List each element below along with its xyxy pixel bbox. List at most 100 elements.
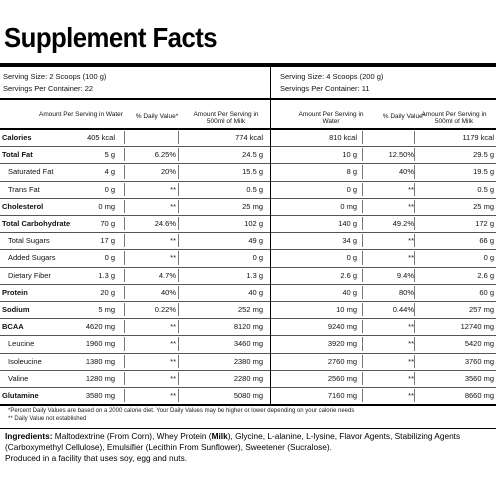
right-milk-amount: 5420 mg	[464, 339, 494, 349]
left-milk-separator	[178, 285, 179, 299]
nutrient-name: Calories	[2, 133, 32, 142]
row-divider	[0, 301, 496, 302]
left-serving-size: Serving Size: 2 Scoops (100 g)	[3, 72, 107, 81]
right-milk-separator	[414, 371, 415, 385]
right-water-amount: 0 g	[346, 184, 357, 194]
row-divider	[0, 146, 496, 148]
left-water-amount: 0 mg	[98, 201, 115, 211]
nutrient-name: Glutamine	[2, 391, 39, 400]
ingredients-text-1: Maltodextrine (From Corn), Whey Protein …	[52, 431, 212, 441]
right-milk-amount: 3760 mg	[464, 356, 494, 366]
right-milk-amount: 3560 mg	[464, 373, 494, 383]
left-water-amount: 0 g	[104, 253, 115, 263]
ingredients-text-2: ), Glycine, L-alanine, L-lysine, Flavor …	[5, 431, 461, 452]
left-water-amount: 3580 mg	[85, 391, 115, 400]
right-milk-amount: 0.5 g	[477, 184, 494, 194]
right-daily-value: **	[408, 356, 414, 366]
right-water-amount: 0 g	[346, 253, 357, 263]
header-rule-bottom	[0, 128, 496, 130]
left-dv-separator	[124, 217, 125, 231]
right-dv-separator	[362, 337, 363, 351]
nutrient-name: Trans Fat	[8, 184, 40, 194]
left-milk-amount: 24.5 g	[242, 150, 263, 160]
left-milk-separator	[178, 165, 179, 179]
left-milk-separator	[178, 217, 179, 231]
right-milk-separator	[414, 303, 415, 317]
left-daily-value: **	[170, 236, 176, 246]
left-milk-separator	[178, 148, 179, 162]
left-dv-separator	[124, 303, 125, 317]
right-milk-amount: 19.5 g	[473, 167, 494, 177]
right-header-dv: % Daily Value*	[382, 113, 426, 120]
nutrient-name: Isoleucine	[8, 356, 42, 366]
left-dv-separator	[124, 234, 125, 248]
left-water-amount: 4620 mg	[85, 322, 115, 332]
left-dv-separator	[124, 165, 125, 179]
right-water-amount: 9240 mg	[327, 322, 357, 332]
left-milk-amount: 102 g	[244, 219, 263, 228]
row-divider	[0, 163, 496, 165]
right-milk-amount: 257 mg	[468, 305, 494, 314]
left-daily-value: **	[170, 391, 176, 400]
right-header-water: Amount Per Serving in Water	[298, 111, 364, 125]
right-daily-value: **	[408, 373, 414, 383]
left-daily-value: 20%	[160, 167, 176, 177]
right-milk-amount: 66 g	[479, 236, 494, 246]
right-dv-separator	[362, 165, 363, 179]
right-dv-separator	[362, 303, 363, 317]
right-daily-value: **	[408, 184, 414, 194]
right-header-milk: Amount Per Serving in 500ml of Milk	[421, 111, 487, 125]
left-water-amount: 1280 mg	[85, 373, 115, 383]
left-milk-separator	[178, 337, 179, 351]
right-daily-value: 49.2%	[392, 219, 414, 228]
nutrient-name: Leucine	[8, 339, 35, 349]
right-dv-separator	[362, 268, 363, 282]
left-milk-separator	[178, 199, 179, 213]
ingredients-label: Ingredients:	[5, 431, 53, 441]
right-daily-value: **	[408, 236, 414, 246]
footnote-not-established: ** Daily Value not established	[8, 416, 87, 422]
ingredients-rule	[0, 428, 496, 429]
left-daily-value: 0.22%	[154, 305, 176, 314]
left-daily-value: 4.7%	[158, 270, 176, 280]
left-milk-amount: 15.5 g	[242, 167, 263, 177]
left-dv-separator	[124, 320, 125, 334]
left-milk-amount: 0 g	[252, 253, 263, 263]
label-title: Supplement Facts	[4, 22, 218, 53]
left-water-amount: 405 kcal	[87, 133, 115, 142]
right-water-amount: 2760 mg	[327, 356, 357, 366]
left-milk-amount: 2280 mg	[233, 373, 263, 383]
right-serving-size: Serving Size: 4 Scoops (200 g)	[280, 72, 384, 81]
right-water-amount: 3920 mg	[327, 339, 357, 349]
row-divider	[0, 249, 496, 251]
right-water-amount: 10 mg	[336, 305, 357, 314]
right-daily-value: **	[408, 201, 414, 211]
right-daily-value: 9.4%	[396, 270, 414, 280]
right-dv-separator	[362, 182, 363, 196]
right-dv-separator	[362, 251, 363, 265]
header-rule-top	[0, 98, 496, 100]
footnote-daily-values: *Percent Daily Values are based on a 200…	[8, 408, 355, 414]
right-milk-amount: 2.6 g	[477, 270, 494, 280]
right-milk-separator	[414, 131, 415, 145]
left-milk-amount: 0.5 g	[246, 184, 263, 194]
right-milk-separator	[414, 182, 415, 196]
left-servings-per-container: Servings Per Container: 22	[3, 84, 94, 93]
right-milk-separator	[414, 389, 415, 403]
right-dv-separator	[362, 199, 363, 213]
left-daily-value: **	[170, 356, 176, 366]
right-dv-separator	[362, 131, 363, 145]
right-water-amount: 7160 mg	[327, 391, 357, 400]
left-dv-separator	[124, 199, 125, 213]
left-dv-separator	[124, 251, 125, 265]
right-milk-separator	[414, 251, 415, 265]
left-water-amount: 1380 mg	[85, 356, 115, 366]
right-water-amount: 8 g	[346, 167, 357, 177]
left-dv-separator	[124, 182, 125, 196]
left-milk-separator	[178, 320, 179, 334]
left-dv-separator	[124, 371, 125, 385]
left-daily-value: **	[170, 373, 176, 383]
left-milk-separator	[178, 354, 179, 368]
right-water-amount: 34 g	[342, 236, 357, 246]
left-daily-value: 24.6%	[154, 219, 176, 228]
